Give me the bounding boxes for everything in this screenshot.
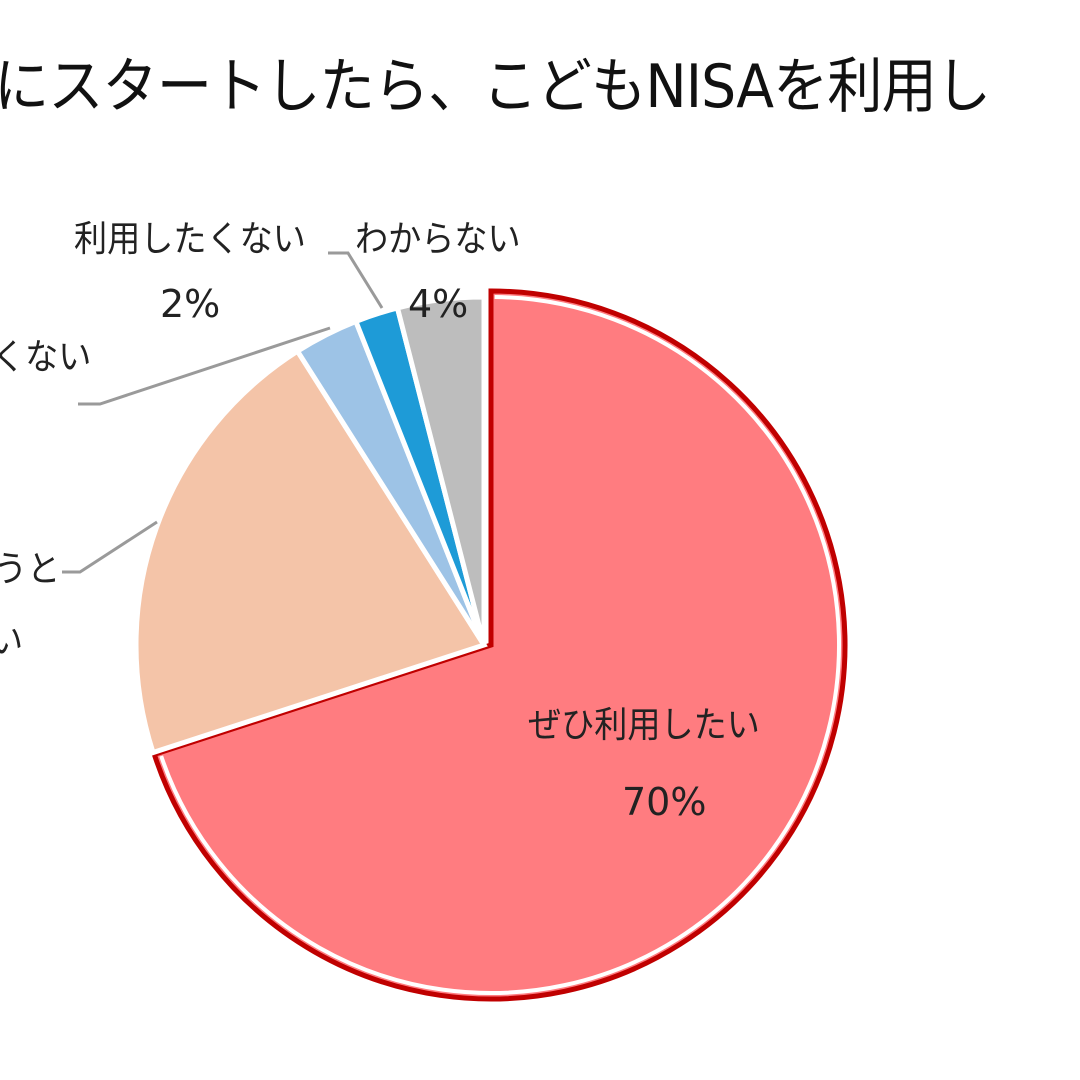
leader-line-dont-want <box>328 251 384 309</box>
pie-slice <box>133 347 488 756</box>
label-peach-partial-2: い <box>0 612 23 664</box>
label-dont-want: 利用したくない <box>74 219 306 260</box>
pct-dont-want: 2% <box>160 282 221 326</box>
label-lightblue-partial: くない <box>0 337 92 378</box>
pie-slice <box>151 288 848 1002</box>
label-unknown: わからない <box>355 219 521 260</box>
label-peach-partial-1: うと <box>0 549 61 590</box>
leader-lines <box>62 251 384 574</box>
label-want: ぜひ利用したい <box>528 705 760 746</box>
pie-slices <box>133 288 848 1002</box>
leader-line-peach <box>62 520 158 574</box>
leader-line-lightblue <box>78 326 331 406</box>
pct-want: 70% <box>622 780 707 824</box>
pct-unknown: 4% <box>408 282 469 326</box>
pie-slice <box>394 294 487 646</box>
chart-title: にスタートしたら、こどもNISAを利用し <box>0 52 991 122</box>
